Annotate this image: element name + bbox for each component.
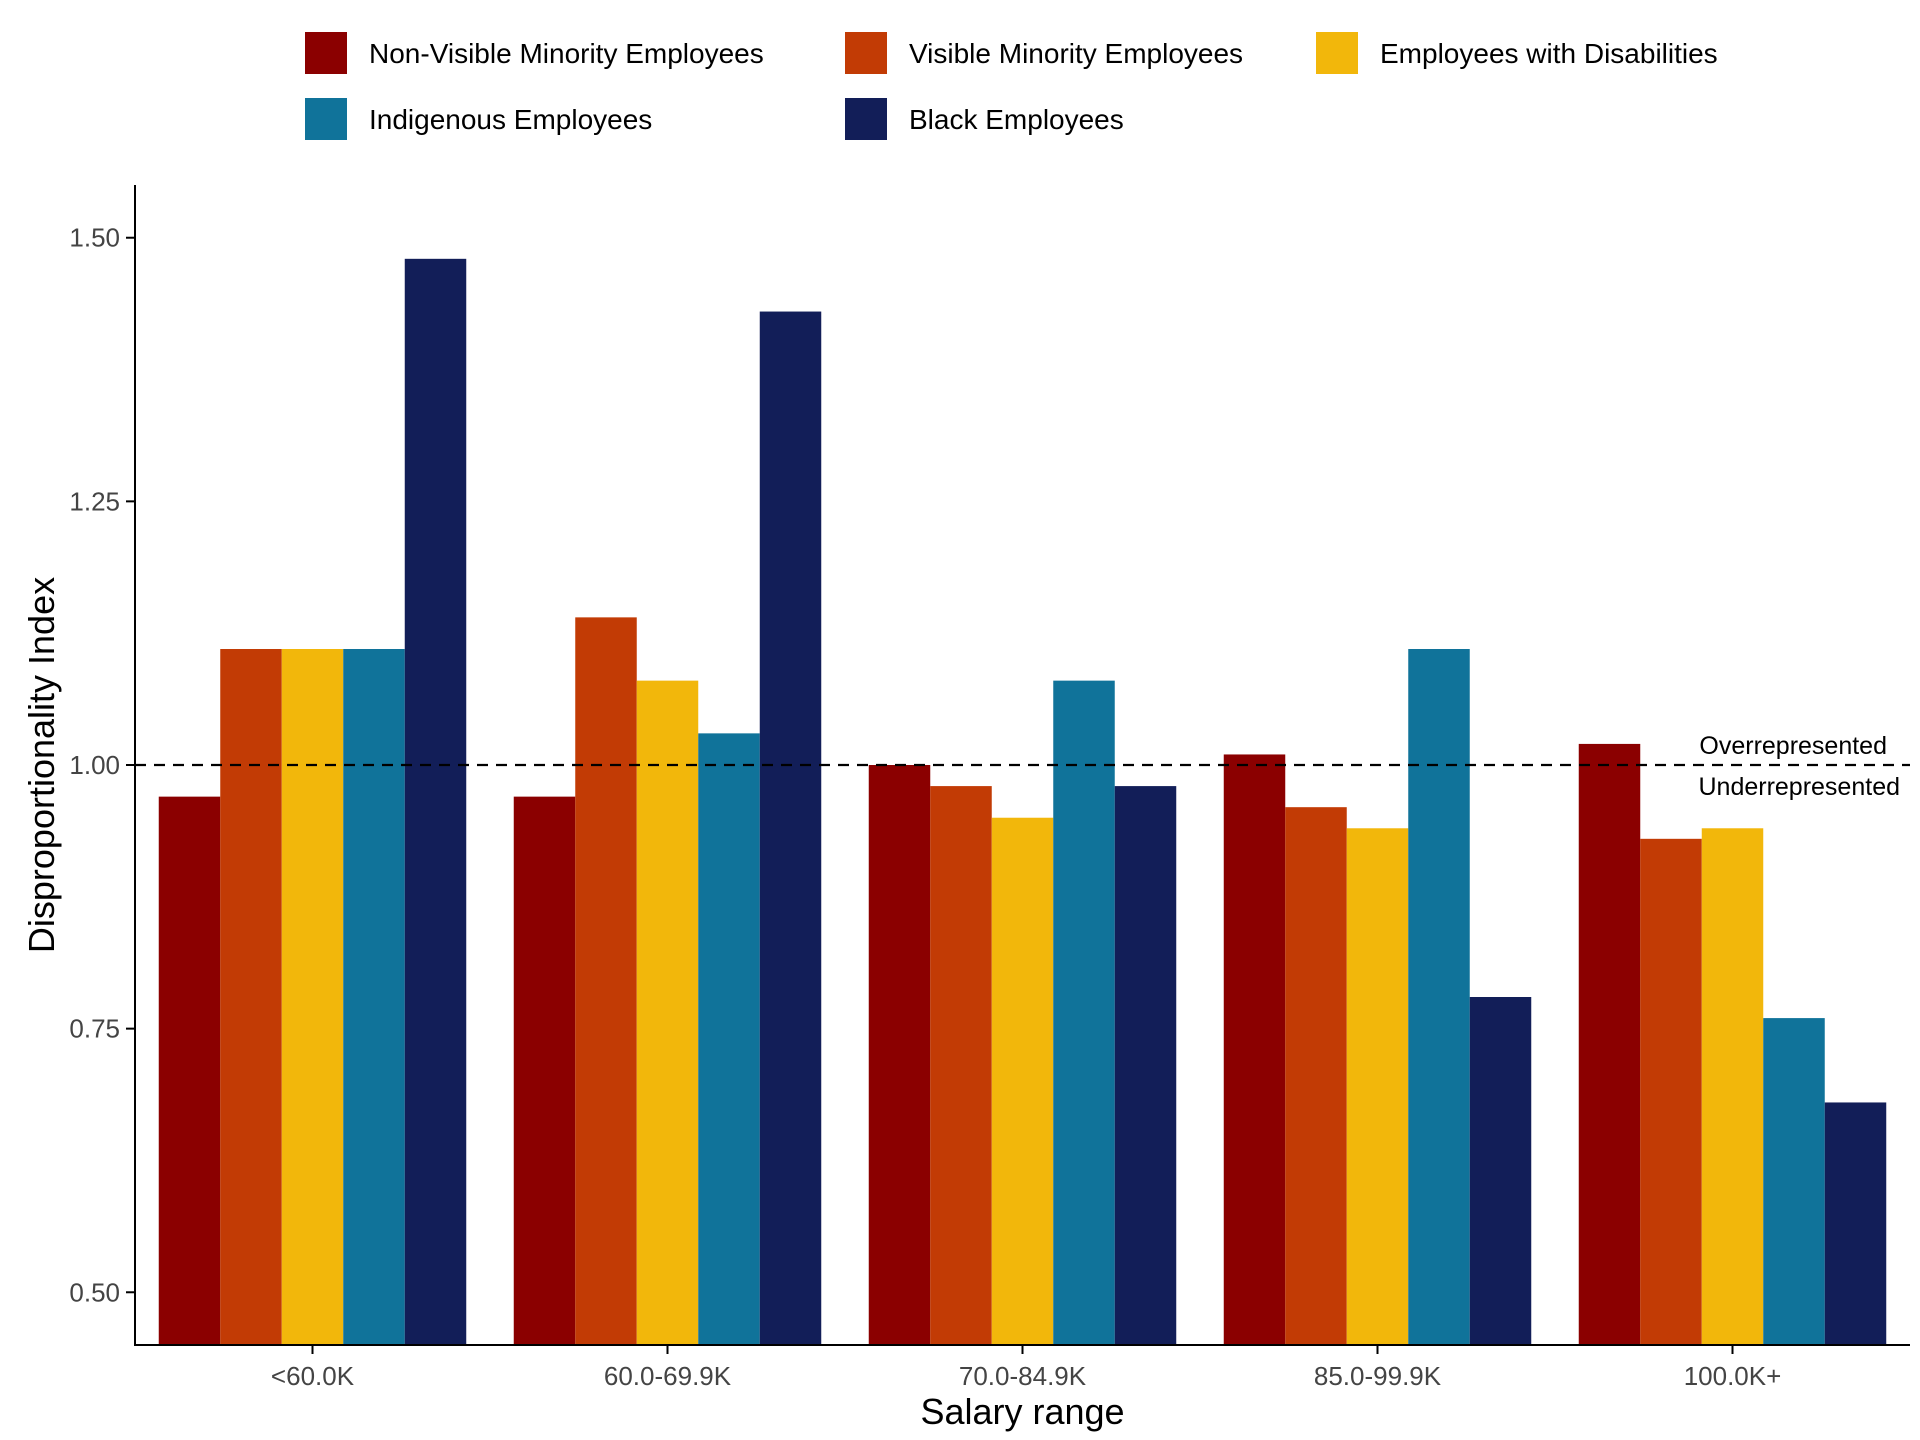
bar-visible-minority-employees-0 <box>220 649 282 1345</box>
bar-employees-with-disabilities-0 <box>281 649 344 1345</box>
overrepresented-label: Overrepresented <box>1699 732 1887 760</box>
bar-employees-with-disabilities-4 <box>1701 828 1764 1345</box>
x-axis-ticks: <60.0K 60.0-69.9K 70.0-84.9K 85.0-99.9K 100.… <box>271 1345 1781 1391</box>
legend-item: Black Employees <box>845 98 1124 140</box>
bar-visible-minority-employees-3 <box>1285 807 1347 1345</box>
legend-label: Visible Minority Employees <box>909 38 1243 69</box>
legend-label: Indigenous Employees <box>369 104 652 135</box>
bar-black-employees-0 <box>404 258 467 1346</box>
bar-indigenous-employees-4 <box>1763 1018 1825 1345</box>
y-axis-title: Disproportionality Index <box>21 577 62 953</box>
bar-black-employees-4 <box>1824 1102 1887 1345</box>
bar-indigenous-employees-0 <box>343 649 405 1345</box>
bar-black-employees-2 <box>1114 786 1177 1345</box>
y-tick-label: 0.50 <box>69 1277 120 1307</box>
bar-non-visible-minority-employees-4 <box>1578 743 1641 1345</box>
legend-swatch <box>305 32 347 74</box>
y-tick-label: 1.25 <box>69 486 120 516</box>
bar-non-visible-minority-employees-1 <box>513 796 576 1345</box>
bar-indigenous-employees-3 <box>1408 649 1470 1345</box>
bar-employees-with-disabilities-1 <box>636 680 699 1345</box>
underrepresented-label: Underrepresented <box>1698 773 1900 801</box>
bar-black-employees-3 <box>1469 997 1532 1345</box>
bar-non-visible-minority-employees-0 <box>158 796 221 1345</box>
bar-black-employees-1 <box>759 311 822 1346</box>
legend-swatch <box>305 98 347 140</box>
legend-item: Non-Visible Minority Employees <box>305 32 764 74</box>
bar-visible-minority-employees-1 <box>575 617 637 1345</box>
legend-item: Visible Minority Employees <box>845 32 1243 74</box>
bar-non-visible-minority-employees-3 <box>1223 754 1286 1345</box>
bar-employees-with-disabilities-2 <box>991 817 1054 1345</box>
x-tick-label: <60.0K <box>271 1361 355 1391</box>
legend-item: Indigenous Employees <box>305 98 652 140</box>
y-tick-label: 1.50 <box>69 223 120 253</box>
axes: 0.50 0.75 1.00 1.25 1.50 <60.0K 60.0-69.9K 70.… <box>69 185 1910 1391</box>
bar-non-visible-minority-employees-2 <box>868 765 931 1345</box>
x-tick-label: 60.0-69.9K <box>604 1361 732 1391</box>
bar-visible-minority-employees-4 <box>1640 838 1702 1345</box>
legend-swatch <box>845 98 887 140</box>
legend-label: Employees with Disabilities <box>1380 38 1718 69</box>
x-tick-label: 100.0K+ <box>1684 1361 1782 1391</box>
bar-visible-minority-employees-2 <box>930 786 992 1345</box>
legend: Non-Visible Minority Employees Visible Mi… <box>305 32 1718 140</box>
x-tick-label: 85.0-99.9K <box>1314 1361 1442 1391</box>
legend-item: Employees with Disabilities <box>1316 32 1718 74</box>
x-axis-title: Salary range <box>920 1391 1124 1432</box>
y-axis-ticks: 0.50 0.75 1.00 1.25 1.50 <box>69 223 135 1307</box>
bar-indigenous-employees-1 <box>698 733 760 1345</box>
legend-swatch <box>1316 32 1358 74</box>
bar-indigenous-employees-2 <box>1053 680 1115 1345</box>
y-tick-label: 0.75 <box>69 1014 120 1044</box>
legend-swatch <box>845 32 887 74</box>
reference-line-group: Overrepresented Underrepresented <box>135 732 1910 801</box>
bars <box>158 258 1887 1346</box>
bar-employees-with-disabilities-3 <box>1346 828 1409 1345</box>
legend-label: Black Employees <box>909 104 1124 135</box>
y-tick-label: 1.00 <box>69 750 120 780</box>
x-tick-label: 70.0-84.9K <box>959 1361 1087 1391</box>
legend-label: Non-Visible Minority Employees <box>369 38 764 69</box>
